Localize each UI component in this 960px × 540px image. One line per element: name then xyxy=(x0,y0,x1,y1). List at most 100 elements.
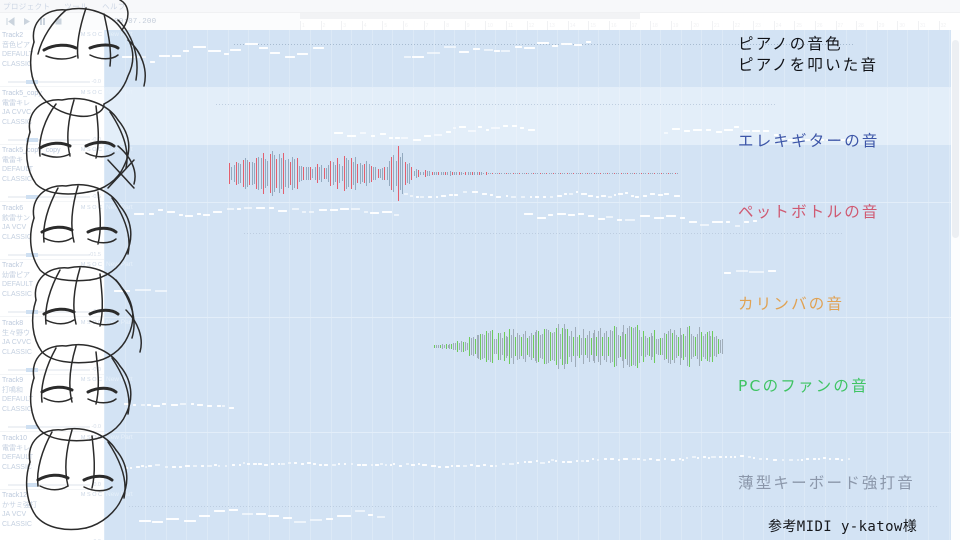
track-volume-knob[interactable] xyxy=(26,425,39,429)
midi-note[interactable] xyxy=(245,43,258,46)
midi-note[interactable] xyxy=(193,46,207,49)
midi-note[interactable] xyxy=(729,455,732,458)
midi-note[interactable] xyxy=(521,196,525,198)
midi-note[interactable] xyxy=(605,216,613,219)
midi-note[interactable] xyxy=(588,194,594,197)
midi-note[interactable] xyxy=(623,457,628,460)
midi-note[interactable] xyxy=(674,195,681,198)
track-lane[interactable]: New Part xyxy=(104,490,960,540)
midi-note[interactable] xyxy=(535,196,539,198)
midi-note[interactable] xyxy=(394,136,400,139)
track-volume-slider[interactable] xyxy=(8,253,90,257)
midi-note[interactable] xyxy=(412,56,425,59)
midi-note[interactable] xyxy=(318,464,322,467)
midi-note[interactable] xyxy=(836,139,845,141)
midi-note[interactable] xyxy=(682,458,684,461)
midi-note[interactable] xyxy=(766,457,769,460)
midi-note[interactable] xyxy=(514,46,523,49)
midi-note[interactable] xyxy=(258,463,262,466)
midi-note[interactable] xyxy=(631,194,635,197)
track-lane[interactable]: New Part xyxy=(104,260,960,318)
midi-note[interactable] xyxy=(213,510,225,513)
pause-button[interactable] xyxy=(38,17,47,26)
midi-note[interactable] xyxy=(617,192,623,195)
midi-note[interactable] xyxy=(310,518,322,521)
midi-note[interactable] xyxy=(751,130,760,133)
midi-note[interactable] xyxy=(463,465,468,468)
midi-note[interactable] xyxy=(485,129,490,132)
midi-note[interactable] xyxy=(742,130,751,133)
midi-note[interactable] xyxy=(603,458,607,461)
midi-note[interactable] xyxy=(735,270,748,273)
track-volume-knob[interactable] xyxy=(26,138,39,142)
midi-note[interactable] xyxy=(284,56,295,59)
midi-note[interactable] xyxy=(136,466,140,469)
track-lane[interactable]: New Part xyxy=(104,433,960,491)
track-volume-slider[interactable] xyxy=(8,368,90,372)
midi-note[interactable] xyxy=(375,464,379,467)
midi-note[interactable] xyxy=(242,462,245,465)
track-volume-slider[interactable] xyxy=(8,80,90,84)
midi-note[interactable] xyxy=(711,455,716,458)
midi-note[interactable] xyxy=(734,224,741,227)
midi-note[interactable] xyxy=(642,458,646,461)
midi-note[interactable] xyxy=(654,217,664,220)
midi-note[interactable] xyxy=(588,215,595,218)
midi-note[interactable] xyxy=(699,223,710,226)
midi-note[interactable] xyxy=(624,192,629,195)
midi-note[interactable] xyxy=(635,196,639,198)
midi-note[interactable] xyxy=(685,457,688,460)
midi-note[interactable] xyxy=(455,465,460,468)
midi-note[interactable] xyxy=(467,129,476,132)
midi-note[interactable] xyxy=(216,404,221,407)
midi-note[interactable] xyxy=(405,463,409,466)
midi-note[interactable] xyxy=(149,61,155,64)
midi-note[interactable] xyxy=(581,460,584,463)
midi-note[interactable] xyxy=(288,462,291,465)
midi-note[interactable] xyxy=(277,210,288,213)
midi-note[interactable] xyxy=(380,462,383,465)
track-mute-solo-buttons[interactable]: M S O C xyxy=(80,492,102,498)
track-volume-knob[interactable] xyxy=(26,253,39,257)
midi-note[interactable] xyxy=(136,56,146,59)
midi-note[interactable] xyxy=(229,509,238,512)
midi-note[interactable] xyxy=(159,55,171,58)
midi-note[interactable] xyxy=(779,137,785,140)
midi-note[interactable] xyxy=(301,211,306,214)
midi-note[interactable] xyxy=(178,214,183,217)
midi-note[interactable] xyxy=(431,465,436,468)
midi-note[interactable] xyxy=(230,49,242,52)
midi-note[interactable] xyxy=(337,463,340,466)
midi-note[interactable] xyxy=(666,215,677,218)
midi-note[interactable] xyxy=(774,134,779,137)
midi-note[interactable] xyxy=(547,460,550,463)
midi-note[interactable] xyxy=(817,458,821,461)
midi-note[interactable] xyxy=(416,196,419,198)
midi-note[interactable] xyxy=(445,465,449,468)
midi-note[interactable] xyxy=(503,125,508,128)
track-header[interactable]: Track5_copy_copy 電雷キ DEFAULT CLASSIC M S O C… xyxy=(0,145,104,202)
midi-note[interactable] xyxy=(134,289,152,292)
midi-note[interactable] xyxy=(805,458,810,461)
midi-note[interactable] xyxy=(524,213,533,215)
midi-note[interactable] xyxy=(672,128,681,131)
menu-project[interactable]: プロジェクト xyxy=(3,1,51,11)
midi-note[interactable] xyxy=(788,459,794,462)
midi-note[interactable] xyxy=(398,464,403,467)
midi-note[interactable] xyxy=(642,195,648,198)
midi-note[interactable] xyxy=(527,128,536,131)
track-volume-knob[interactable] xyxy=(26,80,39,84)
midi-note[interactable] xyxy=(556,194,562,197)
midi-note[interactable] xyxy=(308,210,315,213)
midi-note[interactable] xyxy=(243,207,253,210)
midi-note[interactable] xyxy=(656,459,660,462)
midi-note[interactable] xyxy=(393,214,400,217)
midi-note[interactable] xyxy=(640,214,651,217)
midi-note[interactable] xyxy=(152,521,164,524)
midi-note[interactable] xyxy=(560,42,572,45)
midi-note[interactable] xyxy=(781,458,784,461)
midi-note[interactable] xyxy=(339,207,350,210)
midi-note[interactable] xyxy=(734,125,739,128)
midi-note[interactable] xyxy=(712,221,723,224)
